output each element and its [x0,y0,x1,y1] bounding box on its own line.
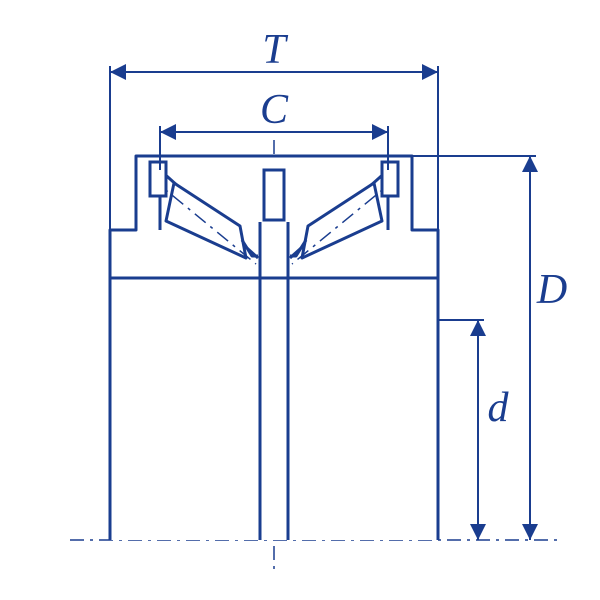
label-T: T [262,26,285,74]
bearing-cross-section-diagram: T C D d [0,0,600,600]
label-D: D [537,266,567,314]
label-d: d [488,384,509,432]
label-C: C [260,86,288,134]
diagram-svg [0,0,600,600]
